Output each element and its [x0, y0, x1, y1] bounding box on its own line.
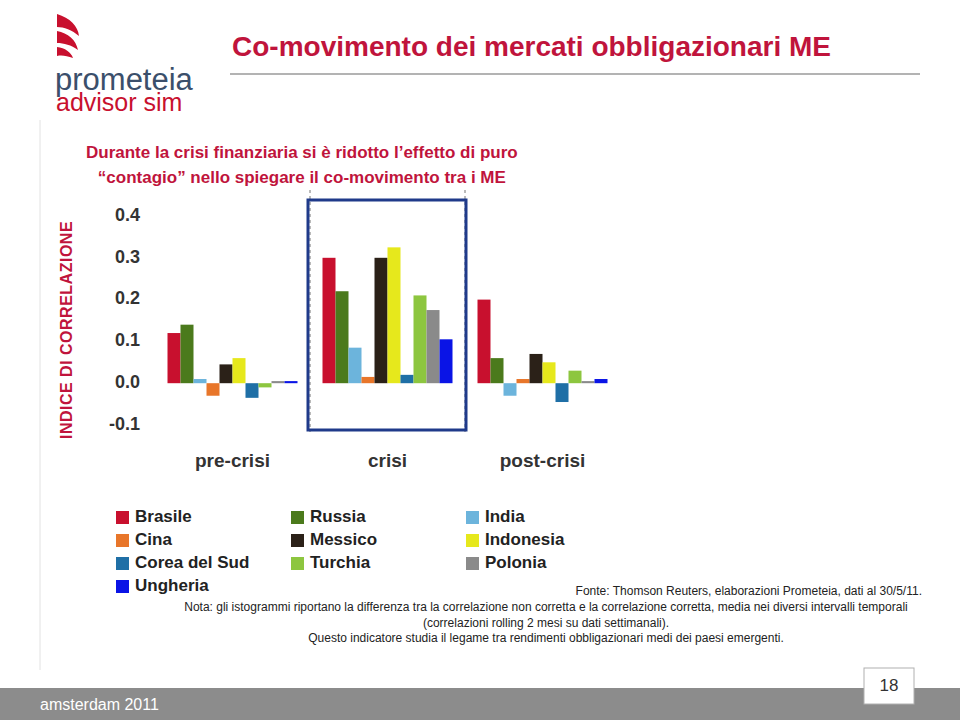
bar	[517, 379, 530, 383]
bar	[207, 383, 220, 396]
legend-label: Ungheria	[135, 576, 209, 595]
bar	[427, 310, 440, 383]
category-label: pre-crisi	[195, 450, 270, 471]
legend: Brasile Russia India Cina Messico Indonesia Co…	[116, 507, 565, 595]
bar	[556, 383, 569, 402]
bar	[168, 333, 181, 383]
source: Fonte: Thomson Reuters, elaborazioni Pro…	[576, 584, 922, 598]
legend-swatch	[466, 511, 479, 524]
note: Questo indicatore studia il legame tra r…	[162, 631, 930, 647]
bar	[440, 339, 453, 383]
bar	[362, 377, 375, 383]
slide-root: prometeiaadvisor sim Co-movimento dei mer…	[0, 0, 960, 720]
footer-band	[0, 688, 960, 720]
logo: prometeiaadvisor sim	[55, 14, 194, 116]
legend-label: India	[485, 507, 525, 526]
legend-swatch	[466, 534, 479, 547]
subtitle: Durante la crisi finanziaria si è ridott…	[86, 140, 518, 190]
legend-label: Messico	[310, 530, 377, 549]
y-tick-label: -0.1	[109, 414, 140, 434]
legend-label: Corea del Sud	[135, 553, 249, 572]
subtitle-line: “contagio” nello spiegare il co-moviment…	[86, 165, 518, 190]
bar	[194, 379, 207, 383]
bar	[491, 358, 504, 383]
legend-swatch	[291, 557, 304, 570]
y-tick-label: 0.3	[115, 247, 140, 267]
y-tick-label: 0.4	[115, 205, 140, 225]
bar	[388, 247, 401, 383]
note: Nota: gli istogrammi riportano la differ…	[162, 600, 930, 631]
legend-label: Cina	[135, 530, 172, 549]
logo-shape	[57, 31, 78, 50]
bar	[375, 258, 388, 383]
title: Co-movimento dei mercati obbligazionari …	[232, 31, 831, 62]
legend-label: Russia	[310, 507, 366, 526]
page-number-box	[864, 668, 914, 704]
legend-swatch	[116, 557, 129, 570]
bar	[336, 291, 349, 383]
bar	[595, 379, 608, 383]
bar	[233, 358, 246, 383]
y-tick-label: 0.0	[115, 372, 140, 392]
legend-swatch	[291, 534, 304, 547]
left-rule	[40, 120, 41, 670]
page-number: 18	[880, 676, 899, 695]
bars	[168, 247, 608, 402]
legend-label: Turchia	[310, 553, 371, 572]
category-label: crisi	[368, 450, 407, 471]
y-tick-label: 0.1	[115, 330, 140, 350]
legend-swatch	[466, 557, 479, 570]
crisis-highlight	[308, 200, 466, 430]
legend-swatch	[291, 511, 304, 524]
period-separator	[310, 190, 311, 432]
logo-shape	[57, 47, 73, 58]
background	[0, 0, 960, 720]
legend-label: Polonia	[485, 553, 547, 572]
y-tick-label: 0.2	[115, 288, 140, 308]
bar	[181, 325, 194, 384]
title-rule	[230, 73, 920, 75]
legend-swatch	[116, 534, 129, 547]
footer-text: amsterdam 2011	[40, 696, 159, 713]
bar	[272, 381, 285, 383]
bar	[504, 383, 517, 396]
bar	[569, 371, 582, 384]
bar	[246, 383, 259, 398]
legend-label: Indonesia	[485, 530, 565, 549]
subtitle-line: Durante la crisi finanziaria si è ridott…	[86, 140, 518, 165]
legend-swatch	[116, 511, 129, 524]
y-axis-title: INDICE DI CORRELAZIONE	[58, 221, 75, 439]
bar	[414, 295, 427, 383]
bar	[401, 375, 414, 383]
logo-text: advisor sim	[56, 88, 182, 116]
bar	[285, 381, 298, 383]
bar	[543, 362, 556, 383]
legend-swatch	[116, 580, 129, 593]
bar	[349, 348, 362, 384]
legend-label: Brasile	[135, 507, 192, 526]
bar	[478, 300, 491, 384]
bar	[582, 381, 595, 383]
category-label: post-crisi	[500, 450, 586, 471]
bar	[323, 258, 336, 383]
notes: Nota: gli istogrammi riportano la differ…	[162, 600, 930, 647]
bar	[220, 364, 233, 383]
bar	[530, 354, 543, 383]
bar	[259, 383, 272, 387]
